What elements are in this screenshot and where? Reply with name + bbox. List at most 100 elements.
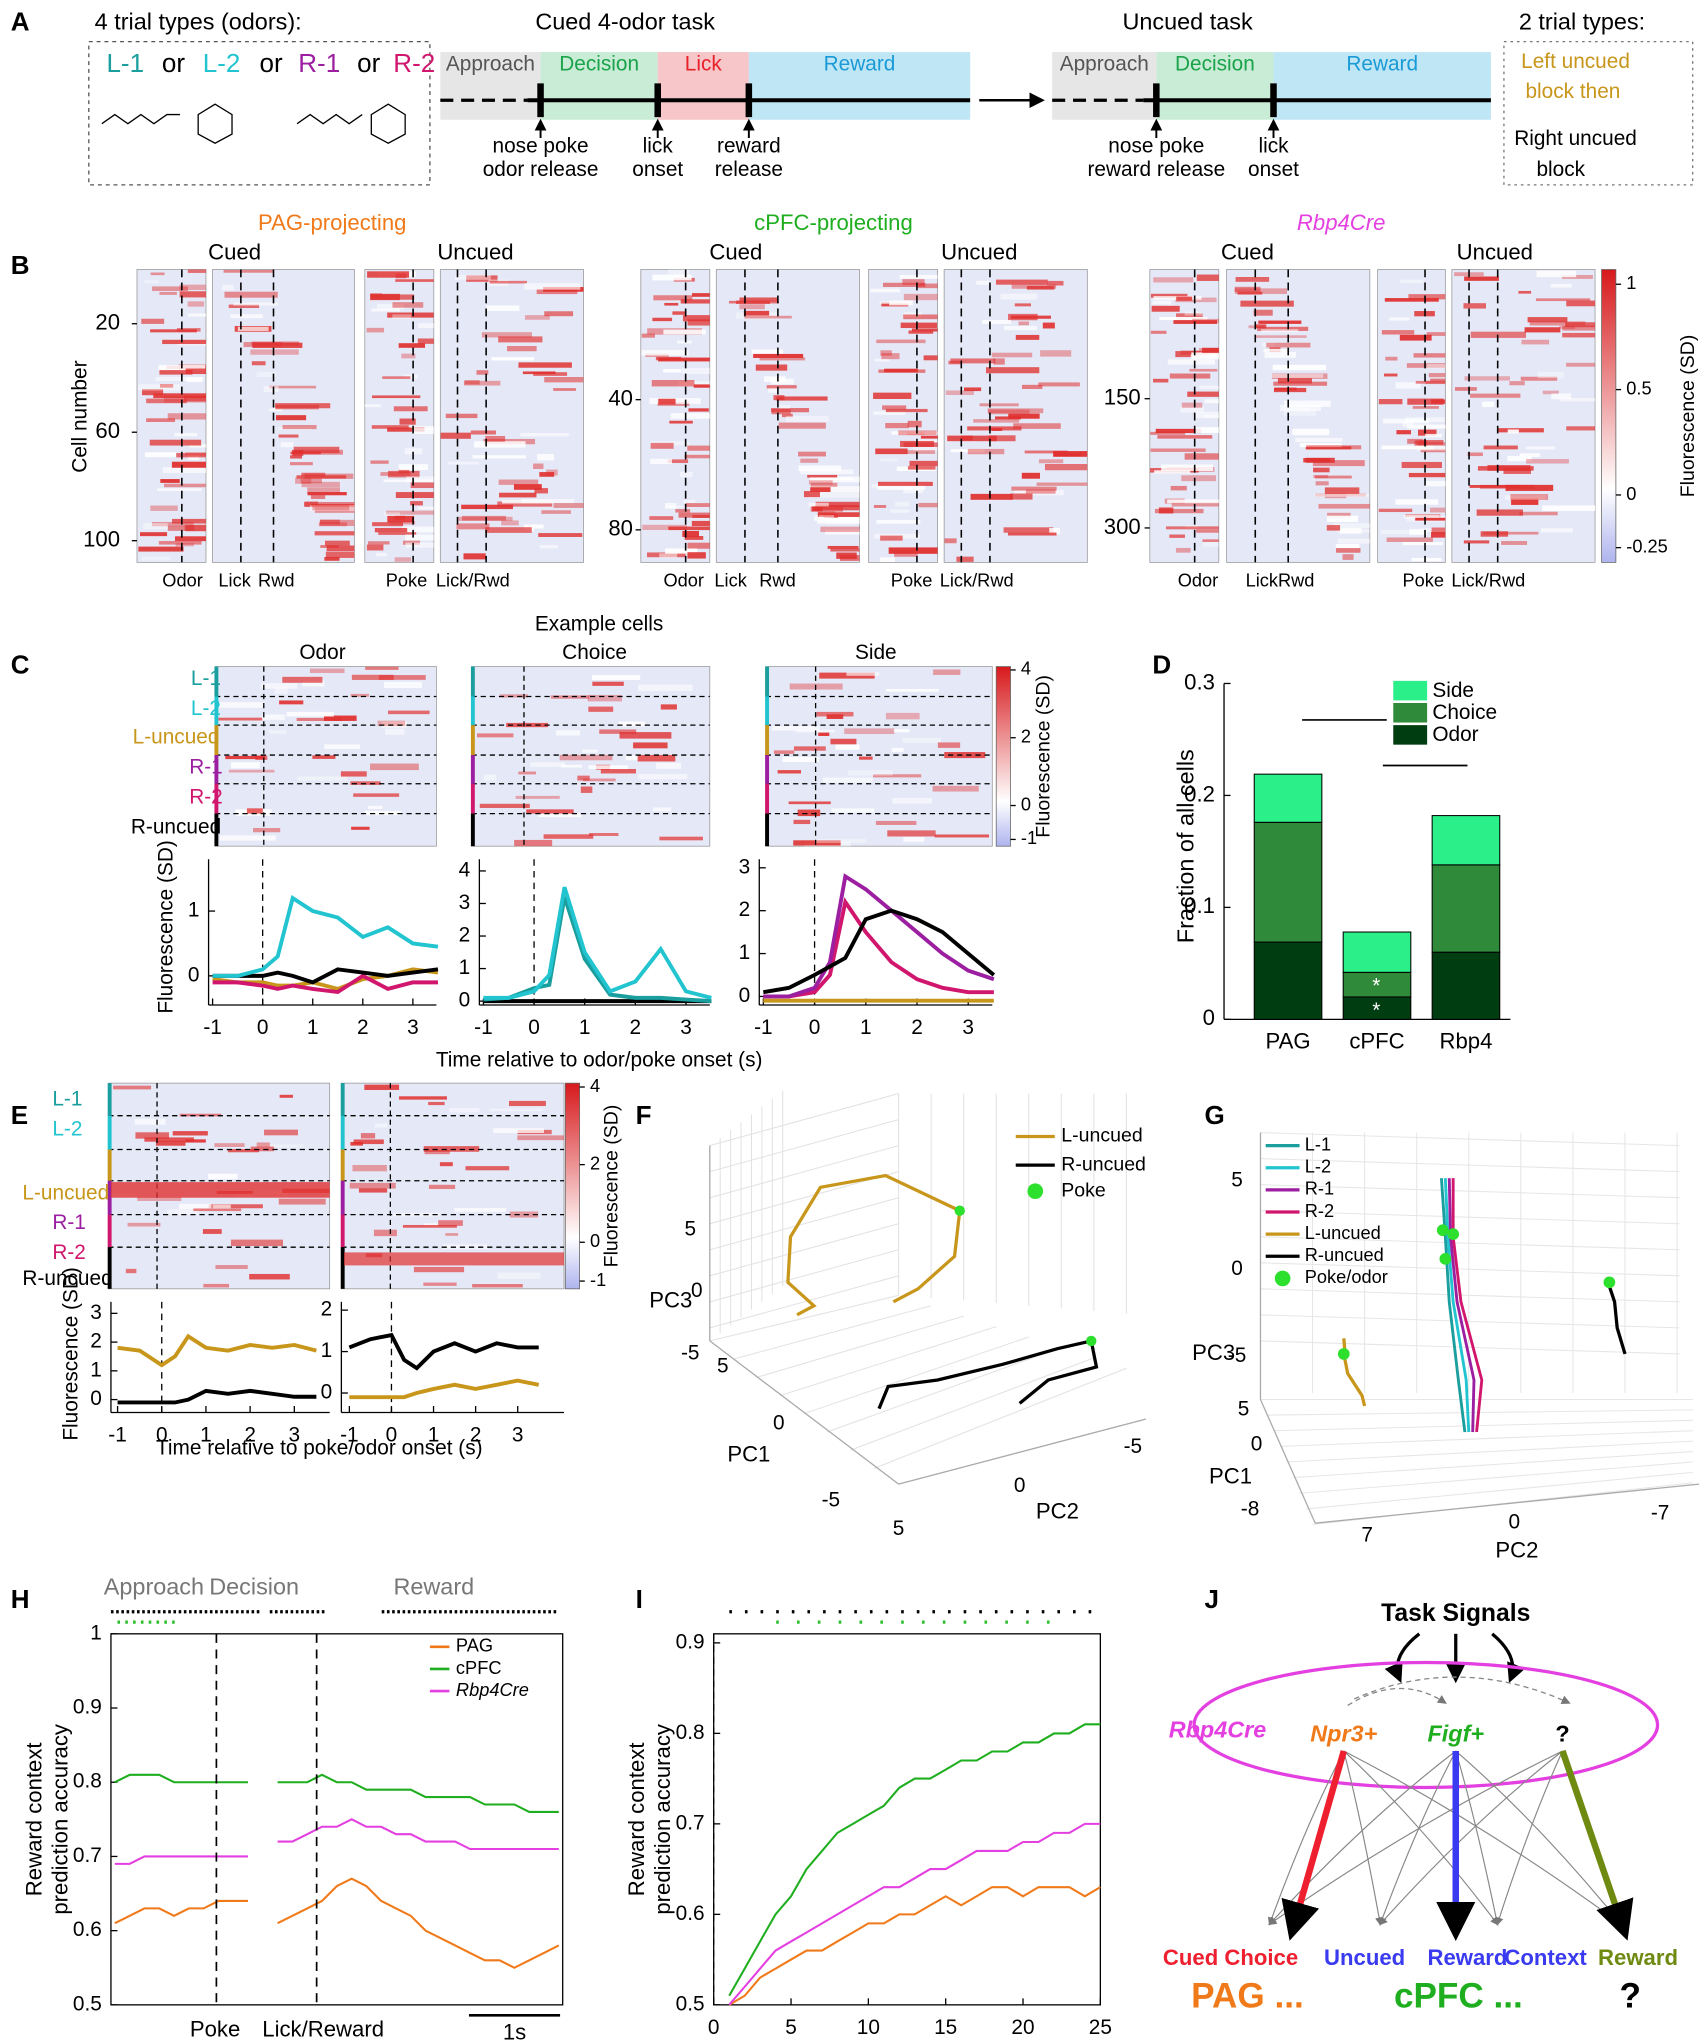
- heatmap-stripe: [364, 1084, 400, 1090]
- bar-segment: [1431, 951, 1501, 1020]
- x-tick-label: -1: [340, 1423, 359, 1446]
- heatmap-stripe: [1194, 411, 1219, 419]
- heatmap-stripe: [439, 1162, 453, 1167]
- heatmap-stripe: [891, 431, 938, 435]
- heatmap-stripe: [401, 353, 416, 359]
- heatmap-stripe: [324, 556, 340, 561]
- heatmap-stripe: [1395, 382, 1421, 389]
- heatmap-stripe: [559, 754, 613, 761]
- row-label: R-1: [189, 756, 223, 779]
- heatmap-stripe: [445, 1233, 459, 1236]
- heatmap-stripe: [835, 744, 860, 750]
- heatmap-stripe: [489, 1108, 543, 1112]
- heatmap-stripe: [499, 492, 537, 498]
- heatmap-stripe: [1428, 373, 1446, 378]
- x-tick-label: 2: [630, 1016, 642, 1039]
- heatmap-stripe: [360, 1133, 376, 1139]
- x-label: Poke: [190, 2017, 240, 2040]
- heatmap-stripe: [279, 1094, 293, 1098]
- heatmap-stripe: [309, 668, 345, 674]
- heatmap-stripe: [664, 302, 679, 306]
- heatmap-stripe: [1049, 527, 1060, 535]
- heatmap-stripe: [440, 432, 471, 439]
- heatmap-stripe: [438, 1220, 463, 1226]
- heatmap-stripe: [911, 328, 938, 332]
- heatmap-stripe: [650, 458, 672, 464]
- heatmap-stripe: [1196, 274, 1219, 281]
- heatmap-stripe: [546, 469, 558, 476]
- heatmap-stripe: [735, 300, 771, 304]
- heatmap-stripe: [817, 512, 860, 517]
- heatmap-stripe: [472, 1284, 523, 1288]
- heatmap-stripe: [326, 545, 355, 552]
- heatmap-stripe: [1418, 429, 1437, 436]
- heatmap-stripe: [324, 744, 361, 749]
- row-label: R-2: [52, 1241, 86, 1264]
- event-label: Lick/Rwd: [1451, 571, 1525, 591]
- heatmap-stripe: [290, 462, 313, 466]
- grid-3d: [803, 1336, 1029, 1415]
- heatmap-stripe: [1272, 364, 1326, 371]
- heatmap-stripe: [903, 442, 938, 447]
- heatmap-stripe: [171, 461, 206, 468]
- heatmap-stripe: [873, 392, 912, 399]
- y-label: Cell number: [69, 360, 92, 472]
- chart-title: Odor: [299, 641, 345, 664]
- grid-3d: [709, 1249, 899, 1303]
- legend-label: Odor: [1432, 723, 1478, 746]
- heatmap-stripe: [967, 448, 1005, 455]
- heatmap-stripe: [876, 339, 926, 344]
- heatmap-stripe: [688, 408, 709, 412]
- heatmap-stripe: [509, 1100, 546, 1107]
- heatmap-stripe: [353, 1139, 384, 1145]
- heatmap-stripe: [141, 556, 171, 561]
- heatmap-stripe: [376, 552, 387, 557]
- heatmap-stripe: [1192, 318, 1219, 324]
- heatmap-stripe: [682, 367, 710, 375]
- heatmap-stripe: [193, 1208, 242, 1212]
- heatmap-stripe: [539, 544, 558, 549]
- heatmap-stripe: [876, 519, 921, 524]
- heatmap-stripe: [652, 317, 673, 322]
- heatmap-stripe: [296, 717, 343, 721]
- axis-label: PC3: [1192, 1340, 1235, 1365]
- types-line: block: [1536, 158, 1585, 181]
- heatmap-stripe: [324, 540, 350, 546]
- row-label: L-1: [52, 1088, 82, 1111]
- heatmap-stripe: [423, 1282, 457, 1286]
- colorbar-tick-label: -0.25: [1626, 536, 1668, 556]
- event-label: onset: [1248, 158, 1299, 181]
- heatmap-stripe: [873, 411, 906, 415]
- projection-line: [1495, 1750, 1564, 1926]
- panel-label: A: [11, 6, 30, 36]
- heatmap-stripe: [739, 304, 765, 310]
- heatmap-stripe: [257, 1144, 304, 1148]
- bar-segment: [1342, 971, 1412, 998]
- grid-3d: [756, 1315, 964, 1378]
- heatmap-stripe: [447, 461, 480, 465]
- heatmap-stripe: [810, 506, 844, 512]
- heatmap-stripe: [445, 413, 478, 419]
- heatmap-stripe: [350, 1141, 363, 1146]
- phase-label: Approach: [104, 1573, 204, 1599]
- heatmap-stripe: [167, 413, 206, 420]
- heatmap-stripe: [219, 835, 276, 841]
- heatmap-stripe: [1527, 317, 1568, 323]
- heatmap-stripe: [367, 271, 410, 278]
- heatmap-stripe: [224, 291, 278, 298]
- heatmap-stripe: [149, 439, 202, 446]
- heatmap-stripe: [1565, 322, 1596, 328]
- heatmap-stripe: [1159, 316, 1208, 320]
- heatmap-stripe: [1189, 368, 1218, 372]
- types-title: 2 trial types:: [1519, 9, 1645, 35]
- heatmap-stripe: [530, 762, 566, 767]
- heatmap-stripe: [520, 433, 569, 437]
- colorbar: [1601, 269, 1617, 563]
- heatmap-stripe: [167, 525, 195, 531]
- heatmap-stripe: [1273, 381, 1328, 386]
- heatmap-stripe: [1378, 508, 1413, 513]
- projection-line: [1343, 1750, 1623, 1926]
- legend-label: R-1: [1305, 1179, 1334, 1199]
- heatmap-stripe: [582, 778, 616, 782]
- series-line: [483, 896, 712, 1004]
